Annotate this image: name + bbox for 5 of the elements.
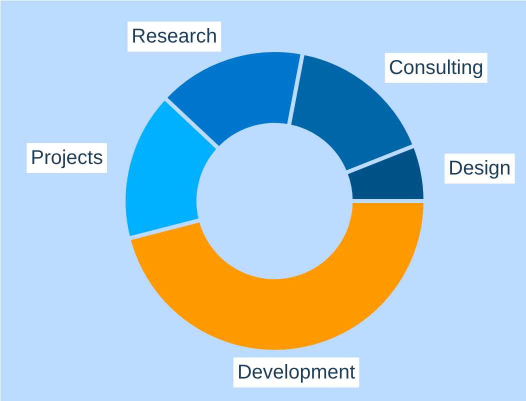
slice-label: Consulting <box>388 56 484 79</box>
slice-label: Research <box>132 26 218 48</box>
slice-label: Design <box>448 158 511 180</box>
slice-label: Projects <box>30 147 103 170</box>
slice-label: Development <box>237 361 356 384</box>
